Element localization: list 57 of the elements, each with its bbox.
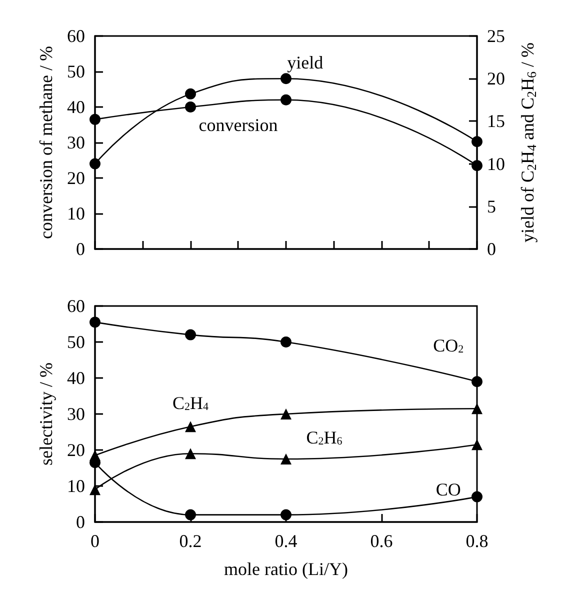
annotation: conversion (198, 114, 278, 135)
x-tick-label: 0.2 (179, 531, 202, 551)
y2-tick-label: 10 (487, 154, 505, 174)
x-tick-label: 0.6 (370, 531, 393, 551)
y-tick-label: 50 (67, 332, 85, 352)
annotation: C2H6 (306, 427, 343, 448)
point (90, 114, 100, 125)
point (280, 509, 292, 520)
y2-tick-label: 5 (487, 196, 496, 216)
point (90, 316, 100, 328)
y-tick-label: 60 (67, 26, 85, 46)
point (185, 421, 196, 432)
y2-tick-label: 20 (487, 68, 505, 89)
y-tick-label: 10 (67, 476, 85, 496)
y-tick-label: 0 (76, 512, 85, 532)
annotation: C2H4 (172, 393, 209, 414)
y-axis-title: conversion of methane / % (36, 46, 56, 239)
text: yield of C2H4 and C2H6 / % (518, 42, 539, 242)
annotation: yield (287, 52, 324, 73)
y-axis-title: selectivity / % (36, 362, 56, 466)
y-tick-label: 40 (67, 368, 85, 388)
point (280, 408, 292, 420)
y-tick-label: 20 (67, 440, 85, 460)
y2-tick-label: 0 (487, 239, 496, 259)
annotation: CO2 (433, 336, 464, 356)
y2-tick-label: 15 (487, 111, 505, 132)
y-tick-label: 0 (76, 239, 85, 259)
x-tick-label: 0.8 (466, 531, 488, 551)
point (472, 491, 482, 502)
point (472, 439, 482, 450)
point (185, 329, 196, 340)
point (90, 484, 100, 496)
point (280, 94, 292, 106)
x-tick-label: 0.4 (274, 531, 298, 551)
x-tick-label: 0 (90, 531, 100, 551)
point (280, 454, 292, 464)
y-tick-label: 60 (67, 296, 85, 316)
x-axis-title: mole ratio (Li/Y) (224, 559, 348, 579)
point (185, 102, 196, 112)
y-tick-label: 30 (67, 404, 85, 424)
point (472, 160, 482, 172)
point (472, 136, 482, 148)
y-tick-label: 30 (67, 132, 85, 152)
point (280, 73, 292, 84)
y2-tick-label: 25 (487, 26, 505, 46)
y-tick-label: 10 (67, 204, 85, 224)
point (472, 376, 482, 388)
y-tick-label: 20 (67, 168, 85, 188)
y-tick-label: 50 (67, 62, 85, 82)
point (185, 509, 196, 520)
annotation: CO (436, 480, 461, 500)
y-tick-label: 40 (67, 97, 85, 117)
point (280, 336, 292, 348)
point (90, 158, 100, 170)
point (472, 403, 482, 414)
point (185, 448, 196, 460)
point (185, 88, 196, 100)
